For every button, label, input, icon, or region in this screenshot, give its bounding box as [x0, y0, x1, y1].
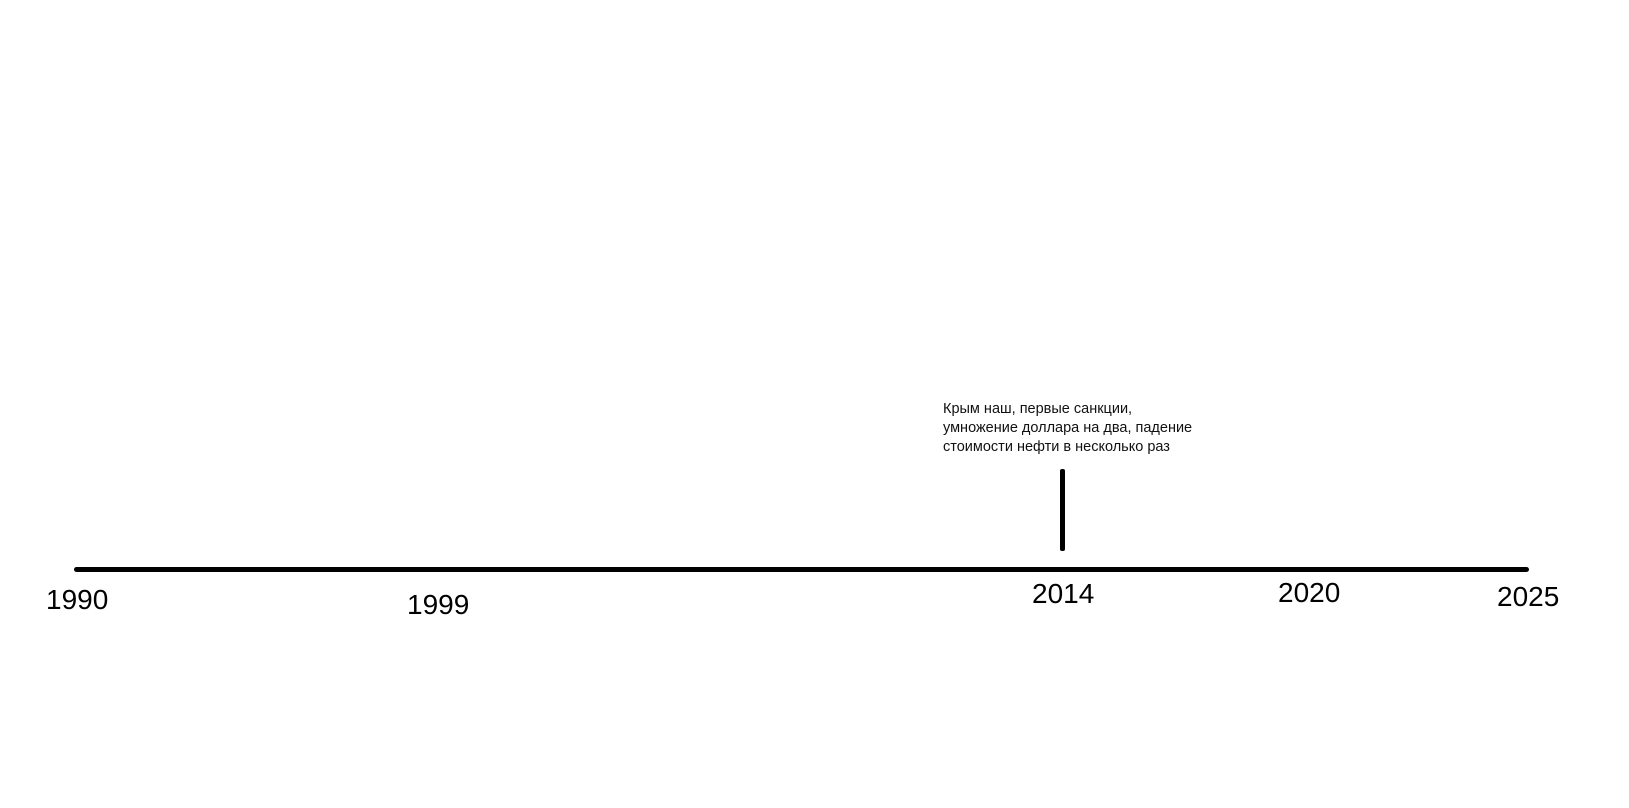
event-note-line-1: Крым наш, первые санкции,	[943, 401, 1133, 417]
timeline-axis	[74, 567, 1529, 572]
event-marker-2014	[1060, 469, 1065, 551]
year-label-2014: 2014	[1032, 578, 1095, 609]
year-label-1999: 1999	[407, 589, 470, 620]
event-note-2014: Крым наш, первые санкции, умножение долл…	[943, 400, 1243, 457]
event-note-line-3: стоимости нефти в несколько раз	[943, 439, 1170, 455]
event-note-line-2: умножение доллара на два, падение	[943, 420, 1193, 436]
year-label-2020: 2020	[1278, 577, 1341, 608]
year-label-1990: 1990	[46, 584, 109, 615]
year-label-2025: 2025	[1497, 581, 1560, 612]
